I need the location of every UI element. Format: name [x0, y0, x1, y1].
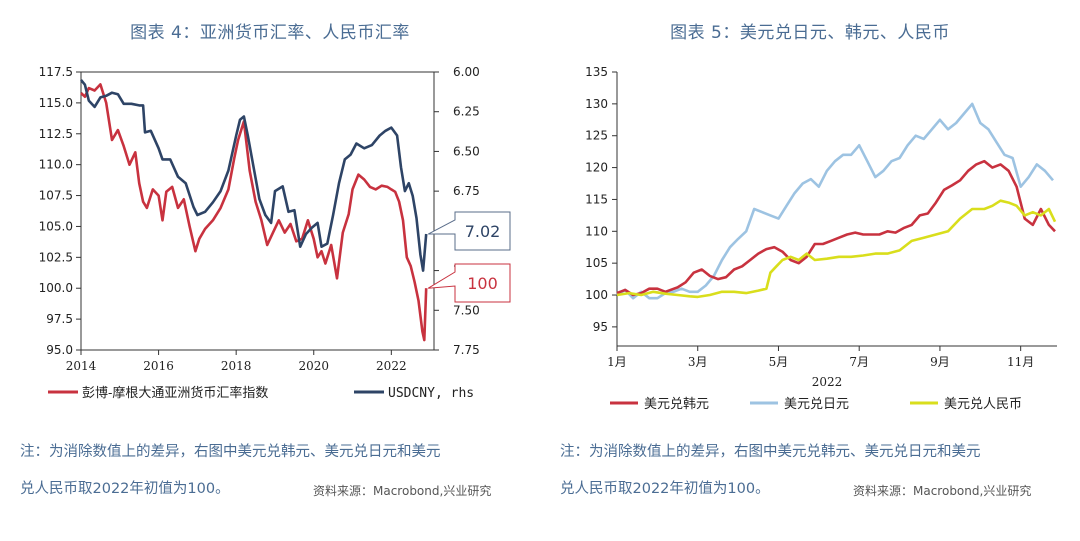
right-source: 资料来源：Macrobond,兴业研究 — [853, 484, 1032, 498]
x-tick-label: 2016 — [143, 359, 174, 373]
x-tick-label: 11月 — [1007, 355, 1034, 369]
legend-label: 美元兑日元 — [784, 397, 849, 412]
series-line — [80, 83, 428, 342]
right-chart-title: 图表 5：美元兑日元、韩元、人民币 — [670, 23, 950, 43]
callout-label: 100 — [467, 274, 498, 293]
legend-label: USDCNY, rhs — [388, 386, 474, 401]
left-note-line2: 兑人民币取2022年初值为100。 — [20, 481, 230, 497]
legend-label: 彭博-摩根大通亚洲货币汇率指数 — [82, 385, 268, 401]
series-line — [616, 102, 1054, 300]
x-tick-label: 2022 — [376, 359, 407, 373]
y-left-tick-label: 102.5 — [39, 250, 73, 264]
plot-frame — [80, 71, 435, 351]
y-right-tick-label: 7.50 — [453, 303, 480, 317]
y-left-tick-label: 115.0 — [39, 96, 73, 110]
right-note-line1: 注：为消除数值上的差异，右图中美元兑韩元、美元兑日元和美元 — [560, 444, 981, 460]
y-tick-label: 100 — [585, 288, 608, 302]
y-tick-label: 110 — [585, 224, 608, 238]
y-tick-label: 125 — [585, 129, 608, 143]
legend-label: 美元兑韩元 — [644, 397, 709, 412]
x-tick-label: 3月 — [688, 355, 708, 369]
left-chart-title: 图表 4：亚洲货币汇率、人民币汇率 — [130, 23, 410, 43]
y-right-tick-label: 6.25 — [453, 105, 480, 119]
y-tick-label: 135 — [585, 65, 608, 79]
y-left-tick-label: 100.0 — [39, 281, 73, 295]
y-left-tick-label: 110.0 — [39, 158, 73, 172]
y-left-tick-label: 107.5 — [39, 189, 73, 203]
series-line — [79, 79, 428, 272]
series-line — [616, 199, 1057, 299]
x-axis-title: 2022 — [812, 375, 843, 389]
series-line — [616, 159, 1056, 297]
left-note-line1: 注：为消除数值上的差异，右图中美元兑韩元、美元兑日元和美元 — [20, 444, 441, 460]
callout-box — [427, 263, 511, 303]
right-note-line2: 兑人民币取2022年初值为100。 — [560, 481, 770, 497]
x-tick-label: 2014 — [66, 359, 97, 373]
y-tick-label: 120 — [585, 161, 608, 175]
y-right-tick-label: 7.75 — [453, 343, 480, 357]
legend-label: 美元兑人民币 — [944, 397, 1022, 412]
x-tick-label: 5月 — [769, 355, 789, 369]
x-tick-label: 2018 — [221, 359, 252, 373]
y-left-tick-label: 97.5 — [46, 312, 73, 326]
callout-label: 7.02 — [465, 222, 501, 241]
x-tick-label: 2020 — [298, 359, 329, 373]
y-left-tick-label: 117.5 — [39, 65, 73, 79]
left-chart: 117.5 115.0 112.5 110.0 107.5 105.0 102.5 100.0… — [39, 65, 511, 401]
y-right-tick-label: 6.75 — [453, 184, 480, 198]
y-right-tick-label: 6.00 — [453, 65, 480, 79]
y-tick-label: 115 — [585, 192, 608, 206]
y-tick-label: 105 — [585, 256, 608, 270]
right-chart: 135 130 125 120 115 110 105 100 95 1月 3月 5月 7月 9月 11月 2… — [585, 65, 1057, 412]
x-tick-label: 9月 — [930, 355, 950, 369]
y-right-tick-label: 6.50 — [453, 144, 480, 158]
left-source: 资料来源：Macrobond,兴业研究 — [313, 484, 492, 498]
y-left-tick-label: 112.5 — [39, 127, 73, 141]
y-tick-label: 130 — [585, 97, 608, 111]
x-tick-label: 7月 — [849, 355, 869, 369]
callout-box — [428, 211, 511, 251]
y-tick-label: 95 — [593, 320, 608, 334]
y-left-tick-label: 105.0 — [39, 219, 73, 233]
y-left-tick-label: 95.0 — [46, 343, 73, 357]
x-tick-label: 1月 — [607, 355, 627, 369]
